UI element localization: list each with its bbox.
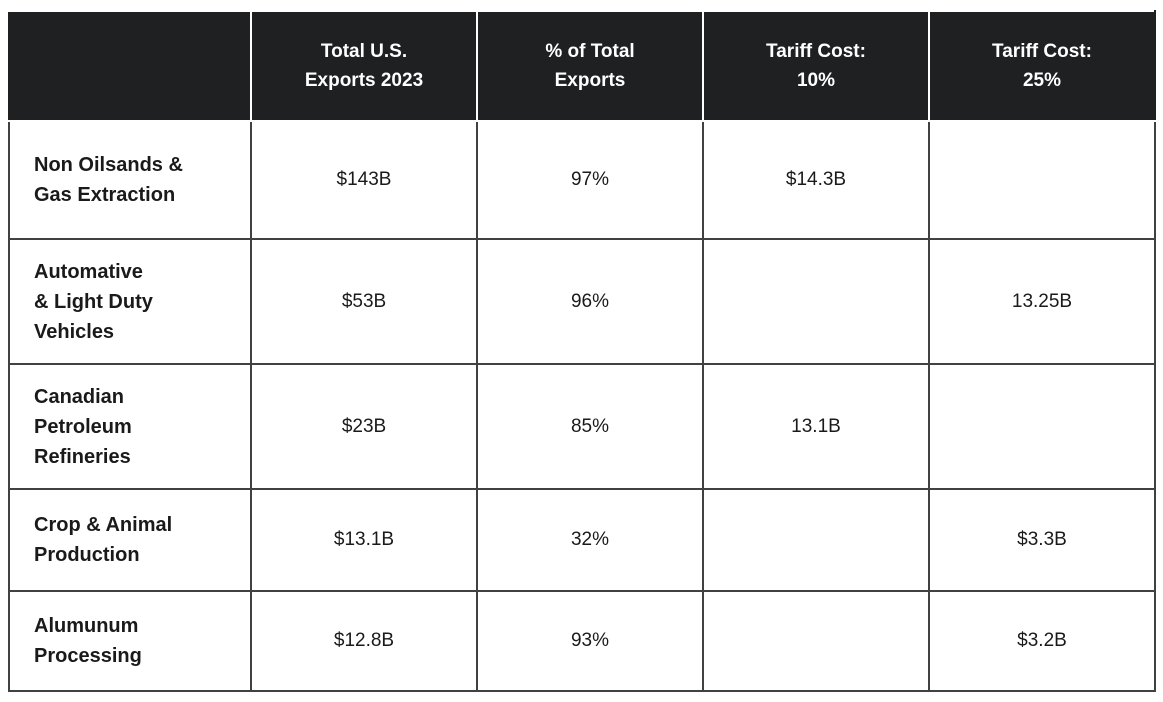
table-row: Alumunum Processing $12.8B 93% $3.2B xyxy=(8,590,1156,692)
cell-tariff-10 xyxy=(702,238,930,365)
cell-exports: $143B xyxy=(250,120,478,240)
table-header: Total U.S. Exports 2023 % of Total Expor… xyxy=(8,10,1156,122)
cell-tariff-25 xyxy=(928,120,1156,240)
row-label: Automative & Light Duty Vehicles xyxy=(8,238,252,365)
tariff-cost-table: Total U.S. Exports 2023 % of Total Expor… xyxy=(8,10,1156,692)
cell-exports: $12.8B xyxy=(250,590,478,692)
cell-exports: $53B xyxy=(250,238,478,365)
cell-tariff-25: 13.25B xyxy=(928,238,1156,365)
header-row: Total U.S. Exports 2023 % of Total Expor… xyxy=(8,10,1156,122)
cell-tariff-10: 13.1B xyxy=(702,363,930,490)
row-label: Crop & Animal Production xyxy=(8,488,252,592)
cell-tariff-10: $14.3B xyxy=(702,120,930,240)
table-row: Automative & Light Duty Vehicles $53B 96… xyxy=(8,238,1156,365)
cell-exports: $23B xyxy=(250,363,478,490)
cell-tariff-10 xyxy=(702,488,930,592)
cell-pct: 97% xyxy=(476,120,704,240)
table-body: Non Oilsands & Gas Extraction $143B 97% … xyxy=(8,120,1156,692)
header-category xyxy=(8,10,252,122)
cell-pct: 32% xyxy=(476,488,704,592)
table-row: Crop & Animal Production $13.1B 32% $3.3… xyxy=(8,488,1156,592)
header-tariff-10: Tariff Cost: 10% xyxy=(702,10,930,122)
header-tariff-25: Tariff Cost: 25% xyxy=(928,10,1156,122)
table-row: Canadian Petroleum Refineries $23B 85% 1… xyxy=(8,363,1156,490)
cell-tariff-10 xyxy=(702,590,930,692)
row-label: Alumunum Processing xyxy=(8,590,252,692)
cell-pct: 85% xyxy=(476,363,704,490)
cell-pct: 96% xyxy=(476,238,704,365)
row-label: Canadian Petroleum Refineries xyxy=(8,363,252,490)
header-total-exports: Total U.S. Exports 2023 xyxy=(250,10,478,122)
cell-pct: 93% xyxy=(476,590,704,692)
cell-tariff-25: $3.2B xyxy=(928,590,1156,692)
cell-tariff-25: $3.3B xyxy=(928,488,1156,592)
header-pct-exports: % of Total Exports xyxy=(476,10,704,122)
row-label: Non Oilsands & Gas Extraction xyxy=(8,120,252,240)
table-row: Non Oilsands & Gas Extraction $143B 97% … xyxy=(8,120,1156,240)
cell-tariff-25 xyxy=(928,363,1156,490)
cell-exports: $13.1B xyxy=(250,488,478,592)
